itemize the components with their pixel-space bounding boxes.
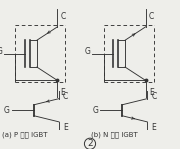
Text: G: G xyxy=(0,47,2,56)
Text: C: C xyxy=(61,12,66,21)
Text: (b) N 沟道 IGBT: (b) N 沟道 IGBT xyxy=(91,131,138,138)
Text: G: G xyxy=(84,47,90,56)
Text: E: E xyxy=(151,123,156,132)
Text: 2: 2 xyxy=(87,139,93,148)
Text: C: C xyxy=(151,92,156,101)
Text: G: G xyxy=(4,106,10,115)
Text: (a) P 沟道 IGBT: (a) P 沟道 IGBT xyxy=(2,131,47,138)
Text: C: C xyxy=(63,92,68,101)
Text: C: C xyxy=(149,12,154,21)
Text: E: E xyxy=(63,123,68,132)
Text: E: E xyxy=(61,89,65,97)
Text: G: G xyxy=(92,106,98,115)
Text: E: E xyxy=(149,89,154,97)
